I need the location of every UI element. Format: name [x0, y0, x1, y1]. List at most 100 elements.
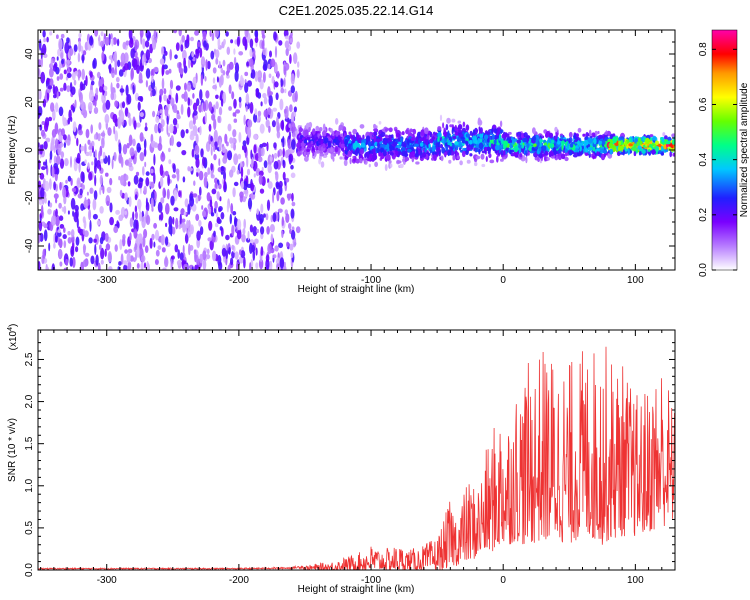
heatmap-cell	[500, 158, 504, 162]
heatmap-cell	[282, 135, 285, 148]
heatmap-cell	[192, 193, 198, 198]
heatmap-cell	[163, 88, 167, 95]
heatmap-cell	[94, 30, 99, 37]
heatmap-cell	[104, 90, 108, 96]
heatmap-cell	[63, 205, 67, 214]
heatmap-cell	[198, 220, 202, 227]
heatmap-cell	[176, 141, 182, 148]
heatmap-cell	[258, 174, 263, 185]
heatmap-cell	[137, 199, 142, 210]
heatmap-cell	[267, 63, 271, 70]
heatmap-cell	[548, 132, 554, 138]
x-tick-label: 100	[627, 575, 644, 586]
heatmap-cell	[41, 221, 46, 227]
heatmap-cell	[296, 69, 300, 79]
heatmap-cell	[184, 198, 189, 208]
heatmap-cell	[624, 140, 628, 147]
heatmap-cell	[125, 84, 129, 97]
heatmap-cell	[660, 152, 664, 156]
heatmap-cell	[127, 181, 131, 187]
heatmap-cell	[537, 156, 540, 162]
heatmap-cell	[499, 129, 503, 134]
heatmap-cell	[597, 134, 603, 139]
heatmap-cell	[359, 157, 363, 164]
heatmap-cell	[532, 127, 536, 134]
heatmap-cell	[161, 247, 166, 253]
heatmap-cell	[94, 244, 97, 255]
heatmap-cell	[406, 148, 412, 153]
heatmap-cell	[279, 98, 284, 111]
heatmap-cell	[561, 140, 565, 146]
heatmap-cell	[383, 138, 388, 145]
heatmap-cell	[145, 80, 148, 88]
heatmap-cell	[150, 181, 155, 189]
heatmap-cell	[664, 135, 668, 141]
heatmap-cell	[82, 244, 87, 252]
heatmap-cell	[83, 50, 87, 56]
heatmap-cell	[268, 91, 273, 96]
heatmap-cell	[139, 112, 144, 118]
heatmap-cell	[106, 186, 112, 194]
heatmap-cell	[132, 211, 135, 221]
heatmap-cell	[110, 56, 113, 64]
heatmap-cell	[59, 249, 63, 258]
heatmap-cell	[89, 220, 92, 232]
heatmap-cell	[171, 174, 177, 179]
snr-ylabel: SNR (10 * v/v)	[7, 418, 18, 482]
heatmap-cell	[395, 132, 400, 138]
heatmap-cell	[424, 148, 427, 153]
heatmap-cell	[109, 202, 113, 213]
heatmap-cell	[247, 80, 252, 87]
heatmap-cell	[132, 138, 136, 147]
heatmap-cell	[249, 242, 253, 254]
heatmap-cell	[459, 147, 462, 151]
heatmap-cell	[278, 242, 284, 249]
heatmap-cell	[243, 218, 246, 230]
heatmap-cell	[174, 244, 179, 253]
heatmap-cell	[221, 247, 227, 257]
heatmap-cell	[254, 108, 258, 116]
heatmap-cell	[121, 101, 126, 109]
heatmap-cell	[55, 102, 59, 113]
heatmap-cell	[396, 148, 401, 152]
heatmap-cell	[451, 118, 456, 123]
heatmap-cell	[303, 138, 308, 144]
heatmap-cell	[592, 155, 597, 159]
heatmap-cell	[49, 67, 54, 78]
heatmap-cell	[412, 128, 417, 135]
heatmap-cell	[287, 90, 293, 97]
heatmap-cell	[283, 77, 286, 88]
heatmap-cell	[462, 121, 466, 128]
heatmap-cell	[609, 148, 613, 155]
heatmap-cell	[465, 150, 469, 156]
heatmap-cell	[155, 115, 160, 124]
heatmap-cell	[200, 56, 206, 68]
heatmap-cell	[150, 91, 153, 97]
heatmap-cell	[217, 115, 221, 123]
heatmap-cell	[157, 245, 162, 251]
heatmap-cell	[259, 79, 264, 90]
heatmap-cell	[63, 240, 67, 249]
heatmap-cell	[229, 137, 233, 144]
heatmap-cell	[164, 236, 169, 246]
heatmap-cell	[253, 144, 257, 154]
heatmap-cell	[172, 216, 175, 225]
heatmap-cell	[214, 222, 219, 228]
colorbar-ticks: 0.0 0.2 0.4 0.6 0.8	[698, 42, 737, 277]
heatmap-cell	[130, 67, 134, 80]
heatmap-cell	[466, 159, 471, 164]
heatmap-cell	[436, 147, 440, 154]
heatmap-cell	[440, 144, 443, 149]
heatmap-cell	[160, 152, 166, 162]
heatmap-cell	[47, 85, 53, 90]
heatmap-cell	[518, 144, 523, 149]
heatmap-cell	[60, 52, 64, 60]
heatmap-cell	[181, 150, 187, 156]
heatmap-cell	[49, 31, 53, 36]
heatmap-cell	[378, 151, 381, 157]
heatmap-cell	[191, 148, 195, 158]
heatmap-cell	[81, 53, 85, 64]
heatmap-cell	[263, 59, 268, 71]
heatmap-cell	[575, 133, 579, 138]
heatmap-cell	[127, 248, 133, 254]
